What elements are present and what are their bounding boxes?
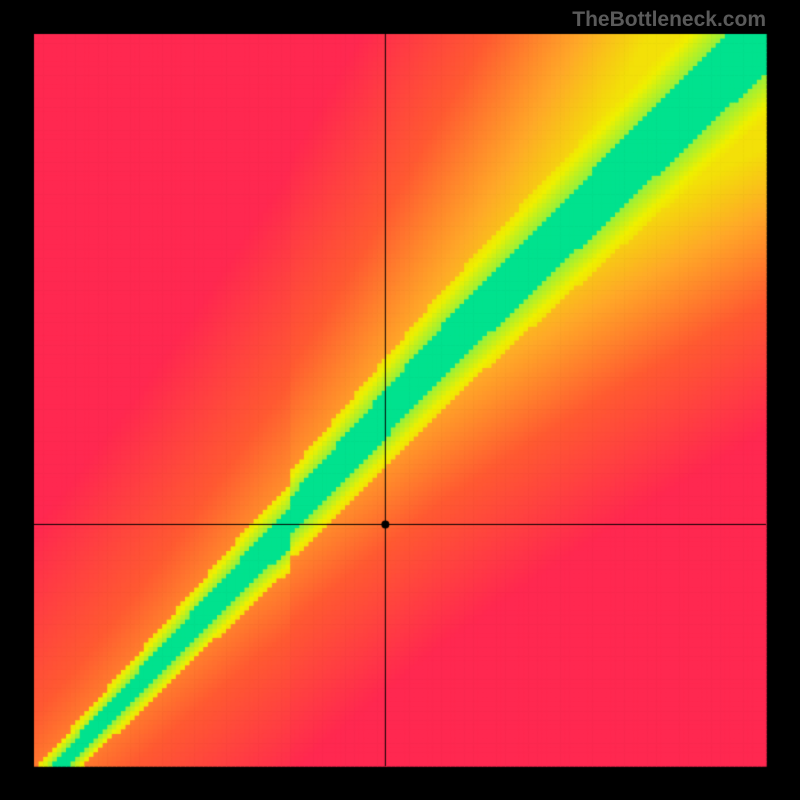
chart-container: TheBottleneck.com xyxy=(0,0,800,800)
heatmap-canvas xyxy=(0,0,800,800)
watermark-text: TheBottleneck.com xyxy=(572,8,766,32)
